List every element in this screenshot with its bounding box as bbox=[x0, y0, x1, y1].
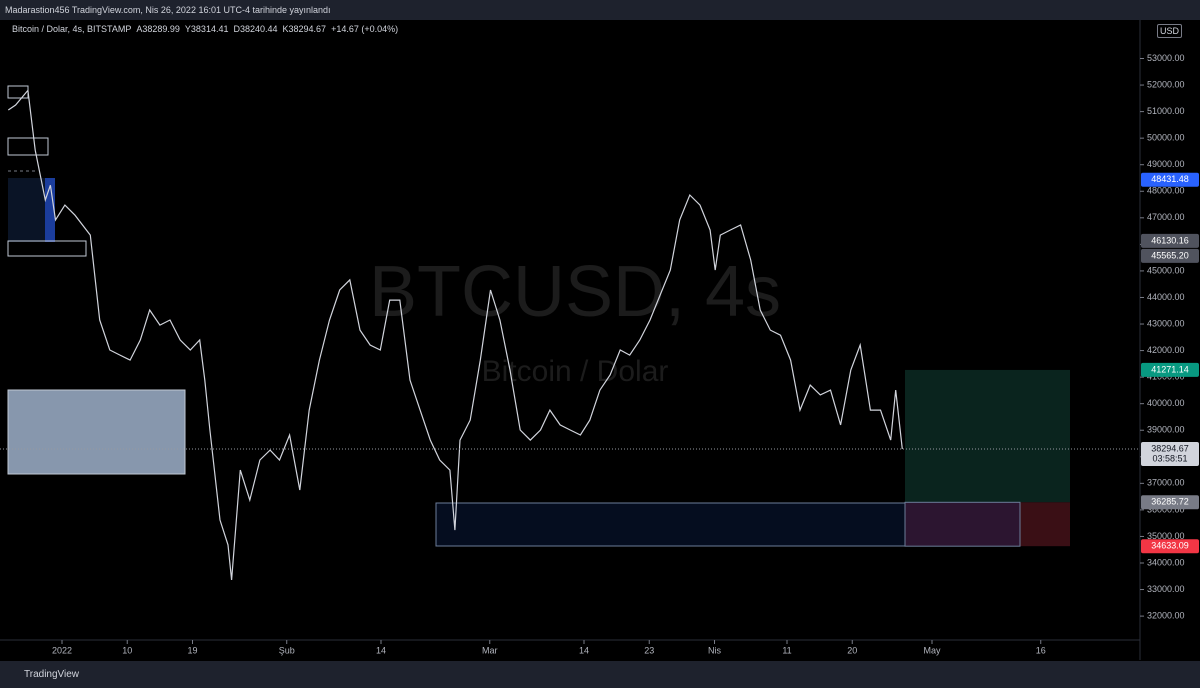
symbol: Bitcoin / Dolar, 4s, BITSTAMP bbox=[12, 24, 132, 34]
price-label-box bbox=[1141, 539, 1199, 554]
zone bbox=[8, 178, 48, 242]
y-tick-label: 49000.00 bbox=[1147, 159, 1185, 169]
x-tick-label: Mar bbox=[482, 645, 498, 655]
price-label-box bbox=[1141, 233, 1199, 248]
chart: BTCUSD, 4s Bitcoin / Dolar 32000.00 33000.… bbox=[0, 20, 1199, 660]
overlap-zone bbox=[904, 501, 1021, 547]
x-tick-label: May bbox=[923, 645, 941, 655]
x-tick-label: 19 bbox=[187, 645, 197, 655]
zone bbox=[45, 178, 55, 242]
x-tick-label: 10 bbox=[122, 645, 132, 655]
x-tick-label: 20 bbox=[847, 645, 857, 655]
price-line bbox=[7, 88, 903, 581]
y-tick-label: 48000.00 bbox=[1147, 186, 1185, 196]
price-label-box bbox=[1141, 495, 1199, 510]
y-tick-label: 34000.00 bbox=[1147, 557, 1185, 567]
footer: TradingView bbox=[0, 661, 1200, 688]
price-label: 48431.48 bbox=[1151, 174, 1189, 184]
x-tick-label: Şub bbox=[279, 645, 295, 655]
y-tick-label: 35000.00 bbox=[1147, 531, 1185, 541]
y-tick-label: 40000.00 bbox=[1147, 398, 1185, 408]
price-label: 45565.20 bbox=[1151, 250, 1189, 260]
x-tick-label: Nis bbox=[708, 645, 721, 655]
price-label: 46130.16 bbox=[1151, 235, 1189, 245]
y-tick-label: 50000.00 bbox=[1147, 133, 1185, 143]
y-tick-label: 44000.00 bbox=[1147, 292, 1185, 302]
y-tick-label: 33000.00 bbox=[1147, 584, 1185, 594]
zone bbox=[7, 389, 186, 475]
y-tick-label: 32000.00 bbox=[1147, 610, 1185, 620]
change: +14.67 (+0.04%) bbox=[331, 24, 399, 34]
watermark: BTCUSD, 4s bbox=[369, 252, 781, 332]
ohlc: K38294.67 bbox=[282, 24, 327, 34]
x-tick-label: 14 bbox=[579, 645, 589, 655]
price-label: 34633.09 bbox=[1151, 541, 1189, 551]
zone bbox=[7, 137, 49, 156]
price-label: 41271.14 bbox=[1151, 364, 1189, 374]
ohlc: Y38314.41 bbox=[184, 24, 229, 34]
ohlc: A38289.99 bbox=[136, 24, 180, 34]
legend: Bitcoin / Dolar, 4s, BITSTAMP A38289.99 … bbox=[12, 24, 398, 34]
x-tick-label: 23 bbox=[644, 645, 654, 655]
price-label: 36285.72 bbox=[1151, 497, 1189, 507]
price-label-box bbox=[1141, 441, 1199, 466]
countdown: 03:58:51 bbox=[1152, 453, 1187, 463]
y-tick-label: 42000.00 bbox=[1147, 345, 1185, 355]
y-tick-label: 39000.00 bbox=[1147, 425, 1185, 435]
y-tick-label: 53000.00 bbox=[1147, 53, 1185, 63]
price-label-box bbox=[1141, 362, 1199, 377]
watermark: Bitcoin / Dolar bbox=[482, 355, 669, 388]
price-label-box bbox=[1141, 248, 1199, 263]
zone bbox=[7, 240, 87, 257]
y-tick-label: 52000.00 bbox=[1147, 79, 1185, 89]
x-tick-label: 11 bbox=[782, 645, 791, 655]
x-tick-label: 2022 bbox=[52, 645, 72, 655]
target-zone bbox=[905, 369, 1070, 503]
y-tick-label: 51000.00 bbox=[1147, 106, 1185, 116]
price-label: 38294.67 bbox=[1151, 443, 1189, 453]
zone bbox=[7, 85, 29, 99]
currency[interactable]: USD bbox=[1157, 24, 1183, 38]
price-label-box bbox=[1141, 172, 1199, 187]
x-tick-label: 16 bbox=[1036, 645, 1046, 655]
y-tick-label: 45000.00 bbox=[1147, 265, 1185, 275]
y-tick-label: 47000.00 bbox=[1147, 212, 1185, 222]
y-tick-label: 43000.00 bbox=[1147, 318, 1185, 328]
x-tick-label: 14 bbox=[376, 645, 386, 655]
ohlc: D38240.44 bbox=[233, 24, 278, 34]
y-tick-label: 37000.00 bbox=[1147, 478, 1185, 488]
publisher: Madarastion456 TradingView.com, Nis 26, … bbox=[0, 0, 1200, 20]
